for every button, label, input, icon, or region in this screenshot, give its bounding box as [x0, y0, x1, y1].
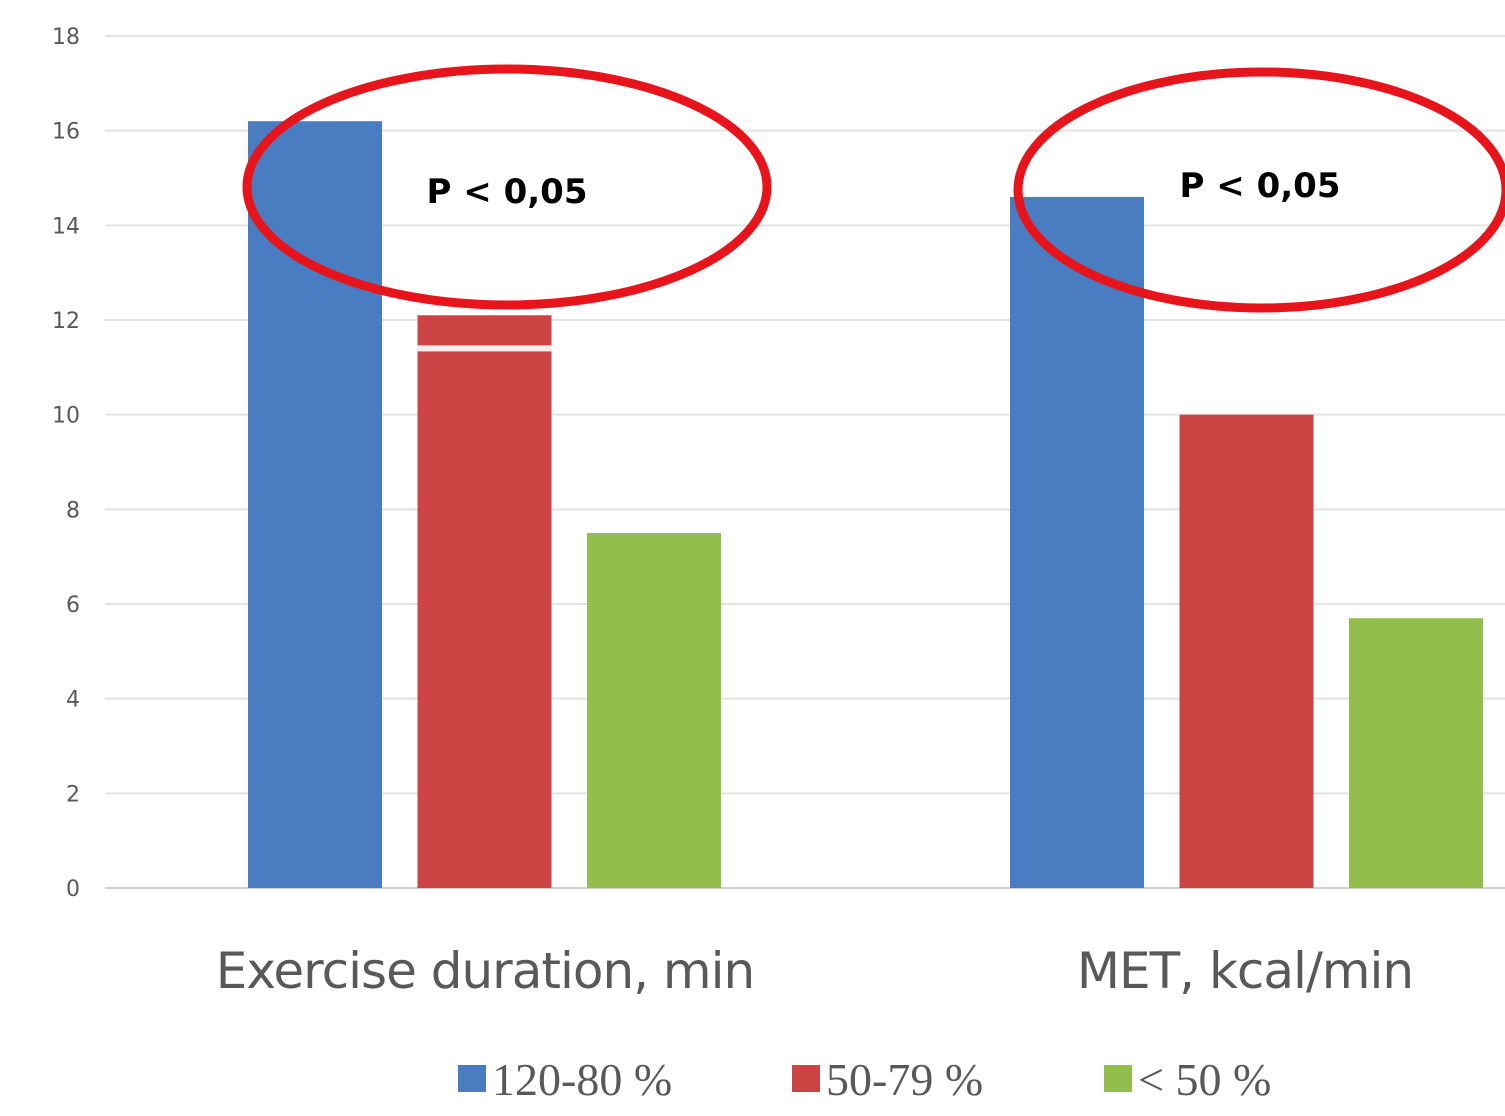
y-tick-label: 14 [52, 214, 80, 239]
y-tick-label: 10 [52, 404, 80, 429]
bar [587, 533, 721, 888]
bars [248, 121, 1483, 888]
y-tick-label: 18 [52, 25, 80, 50]
category-labels: Exercise duration, min MET, kcal/min [216, 942, 1414, 1000]
bar [248, 121, 382, 888]
bar [1179, 414, 1314, 888]
bar [1010, 196, 1144, 888]
p-value-label: P < 0,05 [427, 172, 588, 212]
legend-swatch [458, 1065, 486, 1092]
category-label: Exercise duration, min [216, 942, 754, 1000]
significance-ellipse [1013, 67, 1505, 313]
bar [417, 315, 552, 888]
significance-ellipse [242, 64, 772, 310]
y-tick-label: 2 [66, 782, 80, 807]
legend-label: 120-80 % [492, 1054, 672, 1105]
p-value-label: P < 0,05 [1180, 166, 1341, 206]
y-tick-label: 16 [52, 120, 80, 145]
y-tick-label: 12 [52, 309, 80, 334]
y-tick-label: 0 [66, 877, 80, 902]
y-axis-ticks: 0 2 4 6 8 10 12 14 16 18 [52, 25, 80, 902]
category-label: MET, kcal/min [1077, 942, 1413, 1000]
legend-swatch [792, 1065, 820, 1092]
bar [1349, 618, 1483, 888]
legend-label: 50-79 % [826, 1054, 983, 1105]
bar-gap-line [417, 345, 552, 352]
y-tick-label: 8 [66, 498, 80, 523]
legend-swatch [1104, 1065, 1132, 1092]
y-tick-label: 6 [66, 593, 80, 618]
legend: 120-80 % 50-79 % < 50 % [458, 1054, 1271, 1105]
legend-label: < 50 % [1138, 1054, 1271, 1105]
y-tick-label: 4 [66, 688, 80, 713]
annotations: P < 0,05 P < 0,05 [242, 64, 1505, 313]
